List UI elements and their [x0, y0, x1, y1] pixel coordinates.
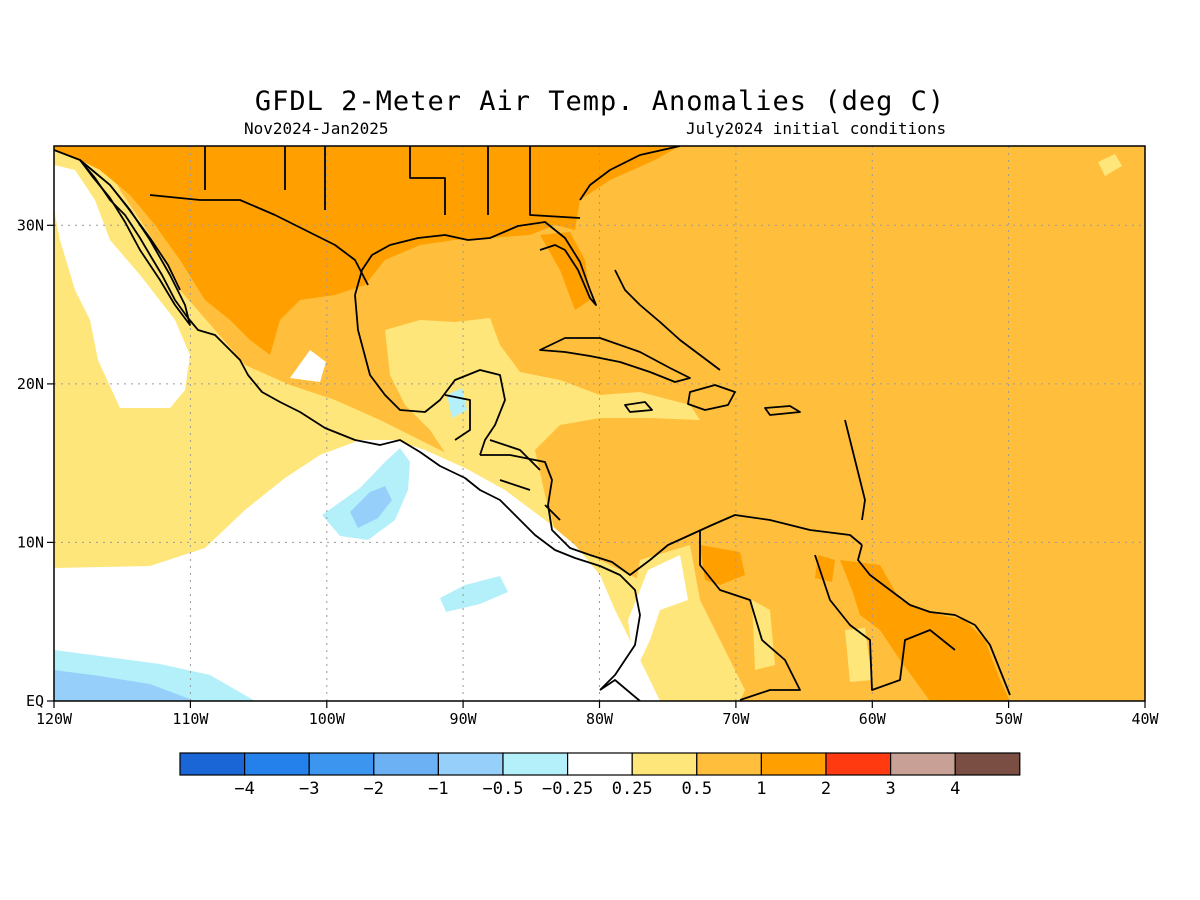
anomaly-atlantic-0.25-0.5	[1098, 154, 1122, 176]
colorbar-swatch	[954, 752, 1021, 776]
lat-label: 20N	[17, 375, 44, 393]
border-venezuela-guyana	[814, 554, 956, 691]
lon-label: 70W	[722, 710, 750, 728]
colorbar-labels: −4 −3 −2 −1 −0.5 −0.25 0.25 0.5 1 2 3 4	[234, 779, 960, 799]
colorbar-swatch	[437, 752, 504, 776]
anomaly-gulf-0.25-0.5	[385, 318, 700, 545]
colorbar-swatch	[696, 752, 762, 776]
longitude-labels: 120W 110W 100W 90W 80W 70W 60W 50W 40W	[36, 710, 1160, 728]
anomaly-baja-west-near-zero	[54, 165, 190, 408]
colorbar-label: −4	[234, 779, 254, 799]
border-central-america	[444, 394, 561, 521]
lon-label: 40W	[1131, 710, 1159, 728]
anomaly-pacific-central-light-cyan	[440, 576, 508, 612]
colorbar-swatch	[244, 752, 310, 776]
colorbar-label: 0.5	[681, 779, 712, 799]
coastlines	[54, 146, 1011, 701]
coastline-mexico-pacific	[54, 149, 641, 691]
lon-label: 100W	[309, 710, 346, 728]
border-colombia-ecuador	[599, 679, 641, 701]
anomaly-guyana-orange	[815, 555, 835, 582]
anomaly-guianas-orange	[840, 560, 1010, 701]
axis-ticks	[47, 224, 1146, 708]
lat-label: EQ	[26, 692, 44, 710]
lon-label: 80W	[586, 710, 614, 728]
island-puerto-rico	[764, 405, 801, 416]
colorbar-swatches	[179, 752, 1021, 776]
coastline-central-america-caribbean	[480, 454, 863, 576]
colorbar-label: −3	[299, 779, 319, 799]
colorbar-swatch	[308, 752, 375, 776]
coastline-gulf-mexico	[354, 221, 597, 306]
lon-label: 120W	[36, 710, 73, 728]
anomaly-pacific-near-zero	[54, 440, 660, 701]
chart-title: GFDL 2-Meter Air Temp. Anomalies (deg C)	[254, 86, 946, 117]
colorbar-swatch	[760, 752, 827, 776]
colorbar-swatch	[631, 752, 698, 776]
latitude-labels: EQ 10N 20N 30N	[17, 216, 44, 710]
anomaly-guiana-0.25-0.5	[845, 628, 872, 682]
colorbar-label: −1	[428, 779, 448, 799]
colorbar-label: 4	[950, 779, 960, 799]
anomaly-mexico-near-zero	[290, 350, 326, 382]
anomaly-venezuela-0.25-0.5	[752, 600, 775, 670]
colorbar-label: 2	[821, 779, 831, 799]
border-us-mexico	[149, 194, 369, 286]
islands-bahamas	[614, 269, 721, 371]
anomaly-field	[54, 146, 1145, 701]
lat-label: 30N	[17, 216, 44, 234]
colorbar-label: 3	[885, 779, 895, 799]
island-jamaica	[624, 401, 653, 413]
map-gridlines	[54, 146, 1145, 701]
initial-conditions: July2024 initial conditions	[686, 119, 947, 138]
border-us-states	[204, 146, 581, 219]
colorbar: −4 −3 −2 −1 −0.5 −0.25 0.25 0.5 1 2 3 4	[179, 752, 1021, 799]
colorbar-label: −2	[364, 779, 384, 799]
lon-label: 90W	[450, 710, 478, 728]
anomaly-pacific-east-light-blue	[350, 486, 392, 528]
lon-label: 110W	[172, 710, 209, 728]
coastline-gulf-of-california	[109, 184, 181, 291]
anomaly-florida-orange	[540, 232, 590, 310]
islands-lesser-antilles	[844, 419, 866, 521]
forecast-period: Nov2024-Jan2025	[244, 119, 389, 138]
lat-label: 10N	[17, 533, 44, 551]
lon-label: 50W	[995, 710, 1023, 728]
colorbar-label: 1	[756, 779, 766, 799]
colorbar-label: −0.5	[483, 779, 524, 799]
colorbar-swatch	[825, 752, 892, 776]
anomaly-pacific-south-light-blue	[54, 670, 195, 701]
coastline-mexico-gulf-side	[354, 294, 506, 456]
anomaly-venezuela-orange	[700, 545, 745, 585]
anomaly-pacific-east-light-cyan	[322, 448, 410, 540]
island-cuba	[539, 337, 691, 383]
colorbar-label: −0.25	[542, 779, 593, 799]
colorbar-swatch	[566, 752, 633, 776]
anomaly-colombia-near-zero	[628, 555, 688, 672]
colorbar-swatch	[179, 752, 246, 776]
coastline-us-atlantic	[579, 146, 681, 201]
lon-label: 60W	[859, 710, 887, 728]
colorbar-swatch	[373, 752, 439, 776]
anomaly-mexico-us-orange	[54, 146, 680, 355]
colorbar-label: 0.25	[612, 779, 653, 799]
coastline-south-america-north	[857, 544, 1011, 696]
border-colombia-venezuela	[699, 530, 801, 701]
island-hispaniola	[687, 384, 736, 411]
colorbar-swatch	[889, 752, 956, 776]
colorbar-swatch	[502, 752, 569, 776]
